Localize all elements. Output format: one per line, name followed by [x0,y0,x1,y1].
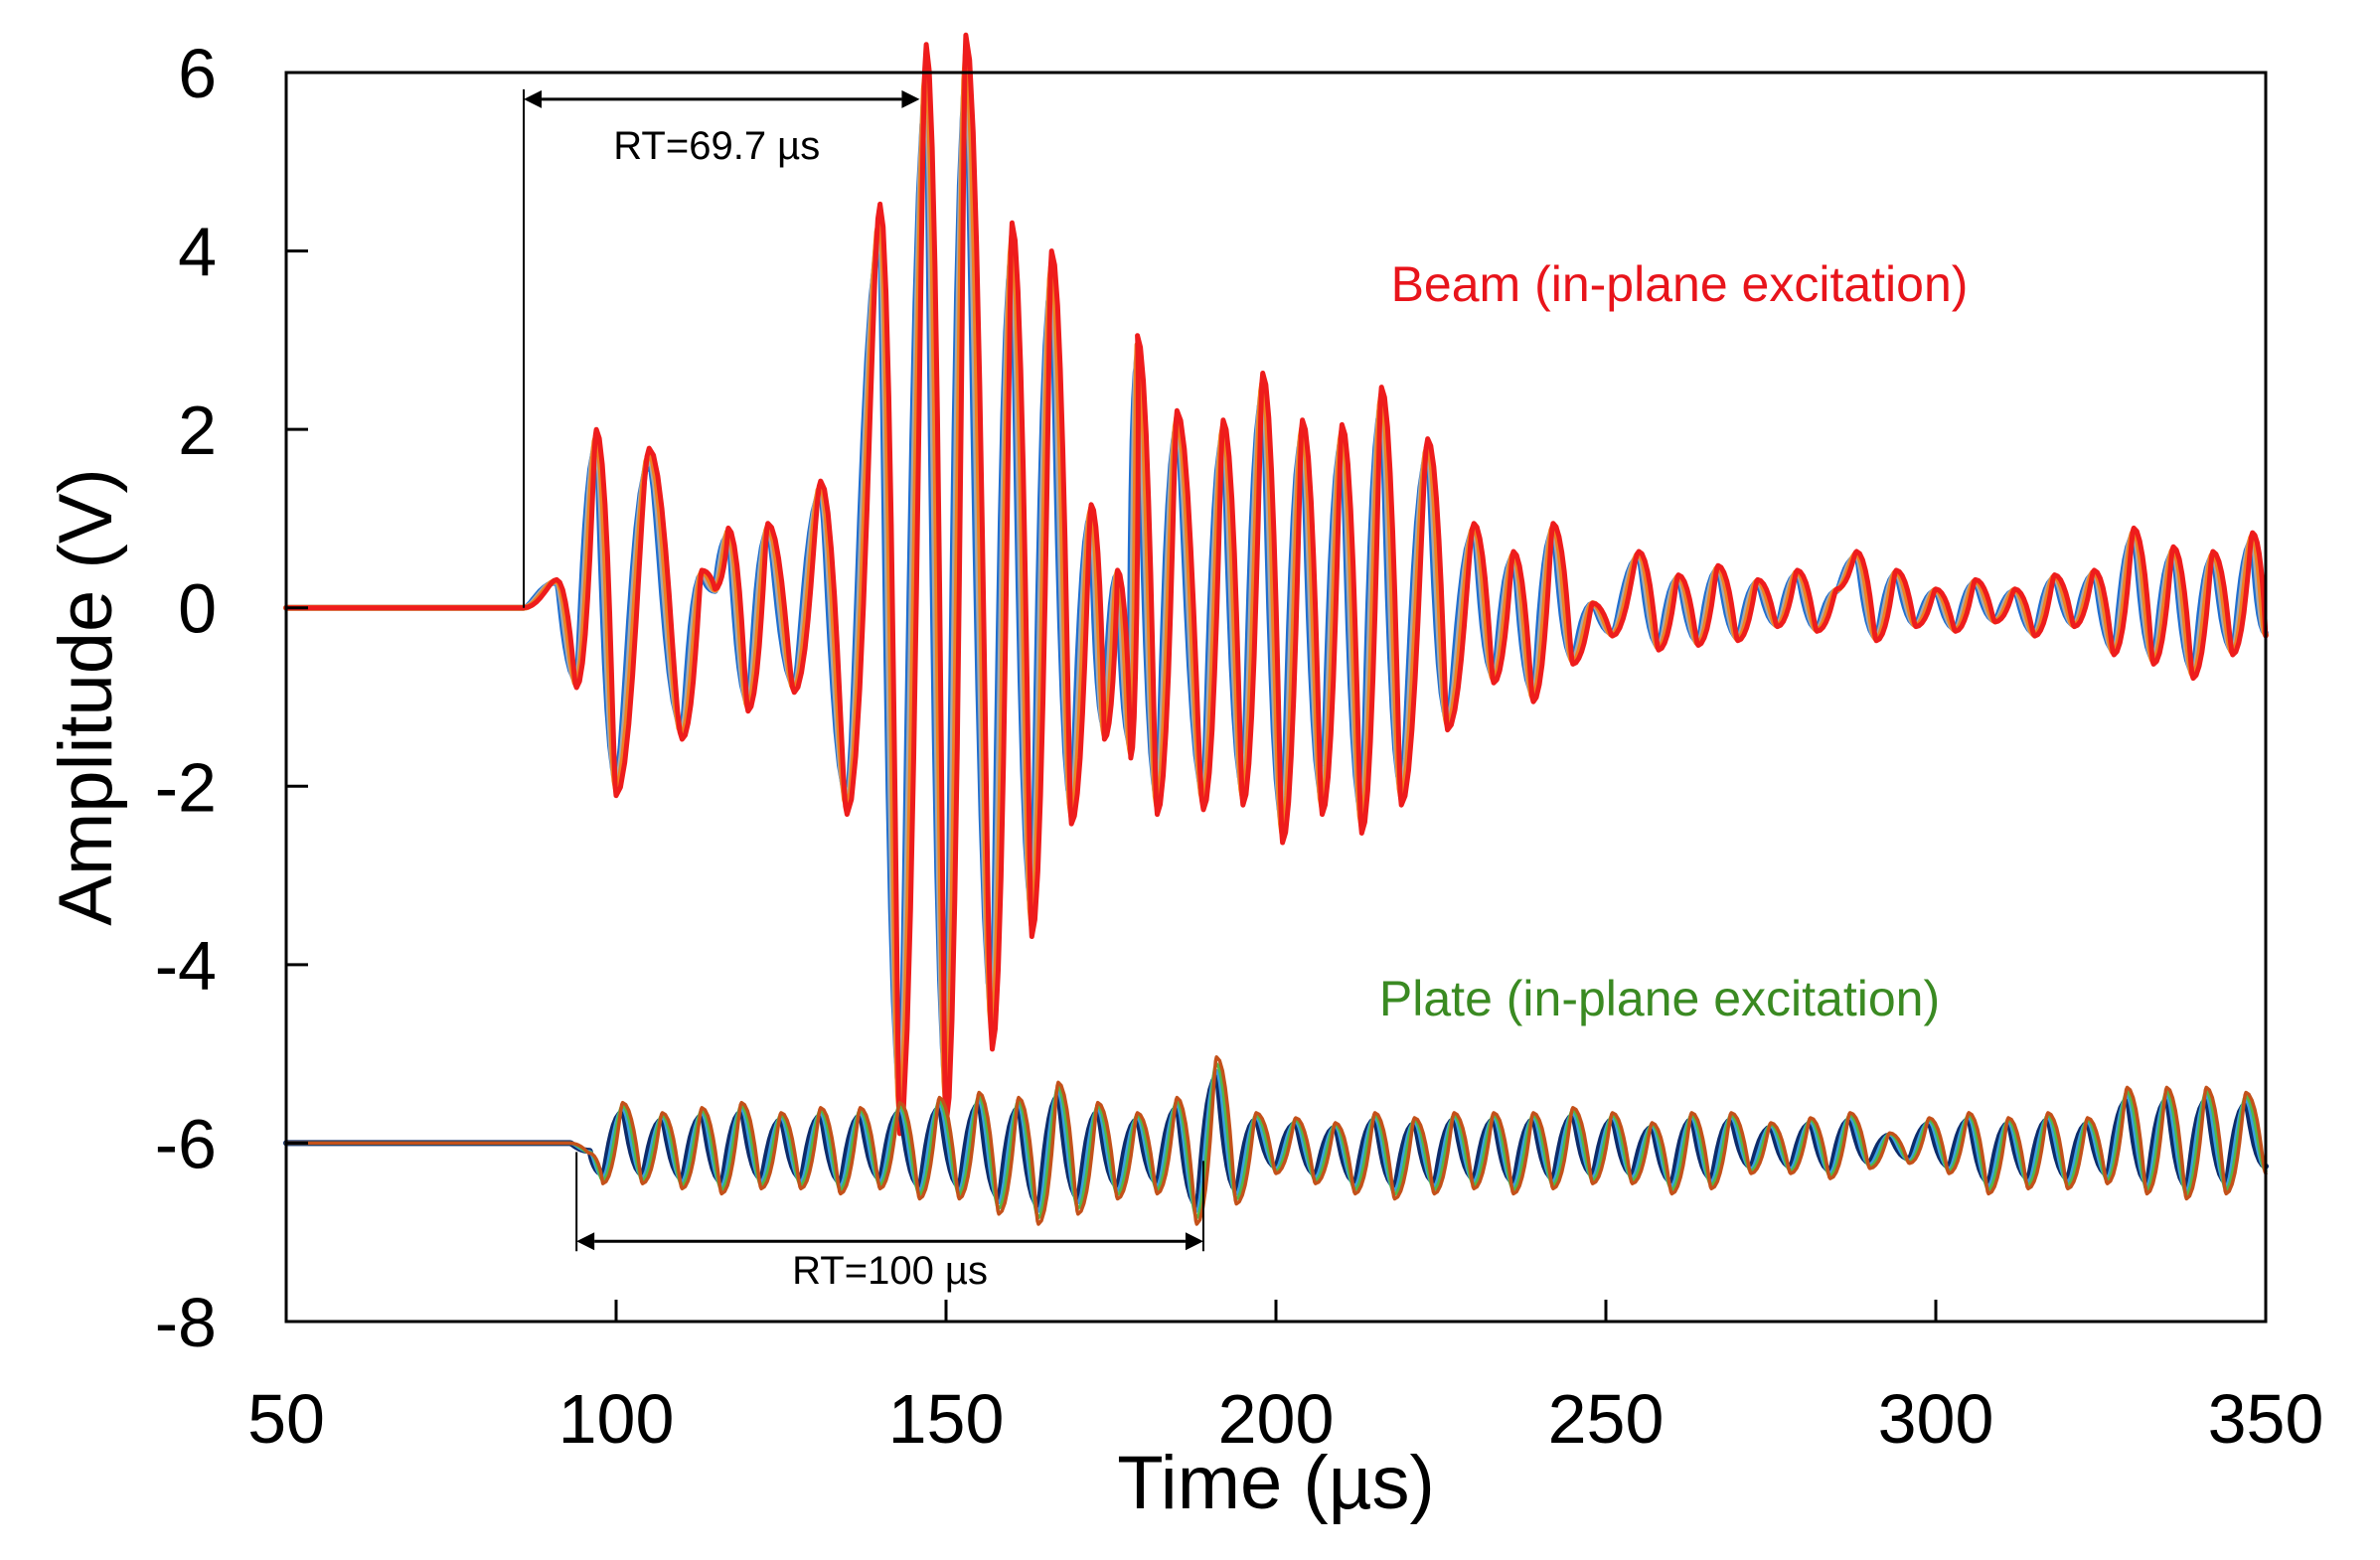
rt-annotation-label: RT=69.7 µs [613,124,820,168]
plate-series-label: Plate (in-plane excitation) [1379,971,1940,1026]
waveform-line-plate-0 [283,1074,2269,1208]
rt-arrow-head-left [576,1232,595,1251]
series-lines [283,32,2269,1226]
waveform-line-plate-2 [284,1061,2268,1220]
y-tick-label: -6 [155,1105,217,1182]
waveform-line-plate-1 [284,1068,2268,1213]
beam-series-label: Beam (in-plane excitation) [1391,256,1969,312]
y-axis-label: Amplitude (V) [44,468,128,925]
x-tick-label: 200 [1218,1380,1335,1458]
y-tick-label: -8 [155,1284,217,1361]
rt-annotations: RT=69.7 µs RT=100 µs [523,88,1204,1293]
waveform-line-beam-3 [283,32,2269,1137]
rt-arrow-head-left [524,89,543,108]
y-tick-label: 6 [178,35,217,112]
x-tick-label: 250 [1548,1380,1665,1458]
waveform-line-plate-3 [284,1055,2268,1226]
y-tick-label: 4 [178,214,217,291]
rt-annotation-label: RT=100 µs [792,1249,988,1293]
y-tick-label: 0 [178,570,217,648]
x-tick-label: 100 [558,1380,675,1458]
y-tick-label: -2 [155,748,217,826]
y-tick-label: 2 [178,391,217,469]
axis-ticks: 50 100 150 200 250 300 350 6 4 2 0 -2 -4 -6 -8 [155,35,2324,1458]
y-tick-label: -4 [155,927,217,1005]
x-axis-label: Time (µs) [1117,1441,1435,1525]
x-tick-label: 150 [888,1380,1005,1458]
x-tick-label: 350 [2208,1380,2324,1458]
x-tick-label: 300 [1878,1380,1994,1458]
rt-arrow-head-right [901,89,920,108]
rt-arrow-head-right [1185,1232,1203,1251]
x-tick-label: 50 [247,1380,325,1458]
